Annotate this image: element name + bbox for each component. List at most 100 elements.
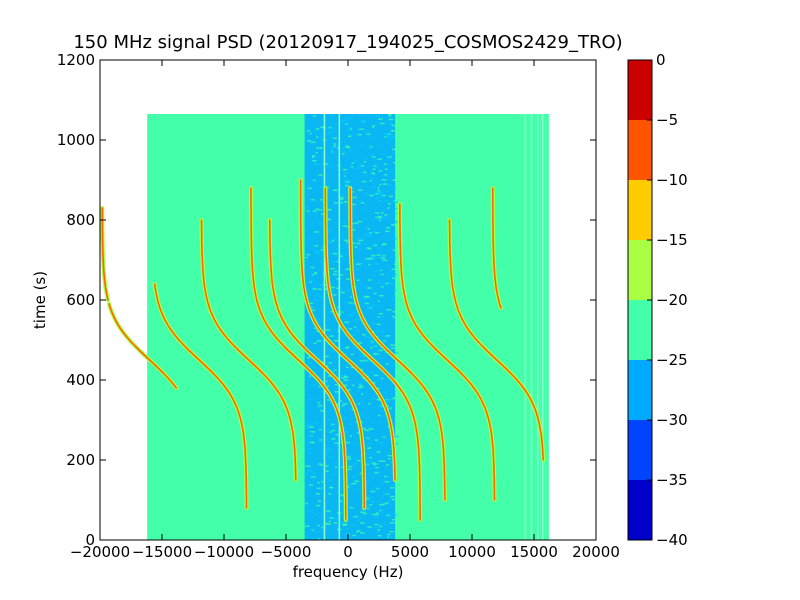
noise-cell <box>375 216 379 219</box>
noise-cell <box>391 315 395 318</box>
noise-cell <box>317 222 322 225</box>
noise-cell <box>333 130 336 132</box>
noise-cell <box>316 163 321 166</box>
noise-cell <box>305 352 308 354</box>
noise-cell <box>328 493 332 495</box>
noise-cell <box>367 287 372 289</box>
noise-cell <box>318 209 323 211</box>
noise-cell <box>350 353 354 356</box>
noise-cell <box>371 476 375 478</box>
noise-cell <box>376 254 381 256</box>
noise-cell <box>316 504 321 507</box>
noise-cell <box>329 335 334 337</box>
noise-cell <box>383 229 388 231</box>
x-tick-label: 15000 <box>510 543 558 561</box>
noise-cell <box>373 231 376 233</box>
noise-cell <box>380 286 384 288</box>
noise-cell <box>345 268 350 270</box>
noise-cell <box>316 127 320 130</box>
noise-cell <box>394 201 399 203</box>
noise-cell <box>328 455 333 458</box>
noise-cell <box>367 526 372 528</box>
noise-cell <box>349 165 352 168</box>
noise-cell <box>315 295 318 297</box>
noise-cell <box>362 355 366 357</box>
noise-cell <box>306 448 312 450</box>
carrier-lines <box>323 114 544 540</box>
heatmap-area <box>100 114 549 540</box>
noise-cell <box>326 467 330 470</box>
noise-cell <box>387 454 392 457</box>
noise-cell <box>362 233 368 236</box>
noise-cell <box>344 375 347 377</box>
noise-cell <box>330 286 335 289</box>
noise-cell <box>312 160 317 162</box>
noise-cell <box>349 137 352 140</box>
noise-cell <box>367 306 371 309</box>
noise-cell <box>377 500 381 503</box>
noise-cell <box>325 385 330 387</box>
noise-cell <box>386 464 390 466</box>
noise-cell <box>332 261 336 263</box>
noise-cell <box>378 349 383 352</box>
noise-cell <box>325 451 331 453</box>
noise-cell <box>321 481 324 483</box>
noise-cell <box>332 137 337 139</box>
noise-cell <box>340 193 345 196</box>
noise-cell <box>309 362 313 364</box>
noise-cell <box>380 255 383 257</box>
noise-cell <box>371 126 375 128</box>
noise-cell <box>389 408 392 410</box>
colorbar-tick-label: −15 <box>656 231 688 249</box>
noise-cell <box>348 389 351 391</box>
noise-cell <box>364 373 368 376</box>
noise-cell <box>379 525 383 528</box>
noise-cell <box>307 472 310 474</box>
noise-cell <box>379 509 382 512</box>
noise-cell <box>306 361 310 363</box>
noise-cell <box>376 247 382 249</box>
noise-cell <box>314 129 319 131</box>
noise-cell <box>392 152 395 154</box>
noise-cell <box>312 288 317 290</box>
noise-cell <box>311 537 316 540</box>
noise-cell <box>378 170 383 172</box>
noise-cell <box>360 368 364 371</box>
noise-cell <box>336 490 341 493</box>
noise-cell <box>388 122 394 125</box>
noise-cell <box>314 180 317 182</box>
noise-cell <box>384 389 388 391</box>
x-tick-label: 20000 <box>572 543 620 561</box>
noise-cell <box>334 442 340 444</box>
noise-cell <box>385 336 388 338</box>
noise-cell <box>351 162 354 164</box>
noise-cell <box>327 241 333 243</box>
colorbar-segment <box>628 240 652 300</box>
noise-cell <box>383 340 386 342</box>
noise-cell <box>347 484 351 486</box>
noise-cell <box>364 302 369 305</box>
noise-cell <box>393 263 396 265</box>
noise-cell <box>388 281 391 283</box>
noise-cell <box>331 369 335 372</box>
noise-cell <box>305 205 308 208</box>
noise-cell <box>371 322 376 324</box>
noise-cell <box>325 470 329 472</box>
noise-cell <box>330 311 334 313</box>
noise-cell <box>342 120 346 122</box>
noise-cell <box>348 126 352 129</box>
noise-cell <box>366 133 371 135</box>
noise-cell <box>367 343 370 345</box>
noise-cell <box>339 196 345 199</box>
noise-cell <box>350 303 354 305</box>
noise-cell <box>387 133 391 135</box>
x-tick-label: 10000 <box>448 543 496 561</box>
noise-cell <box>329 486 333 489</box>
noise-cell <box>354 159 359 161</box>
noise-cell <box>347 290 351 292</box>
noise-cell <box>342 248 345 250</box>
noise-cell <box>368 279 372 281</box>
colorbar-tick-label: −40 <box>656 531 688 549</box>
noise-cell <box>379 483 383 485</box>
noise-cell <box>309 302 314 305</box>
